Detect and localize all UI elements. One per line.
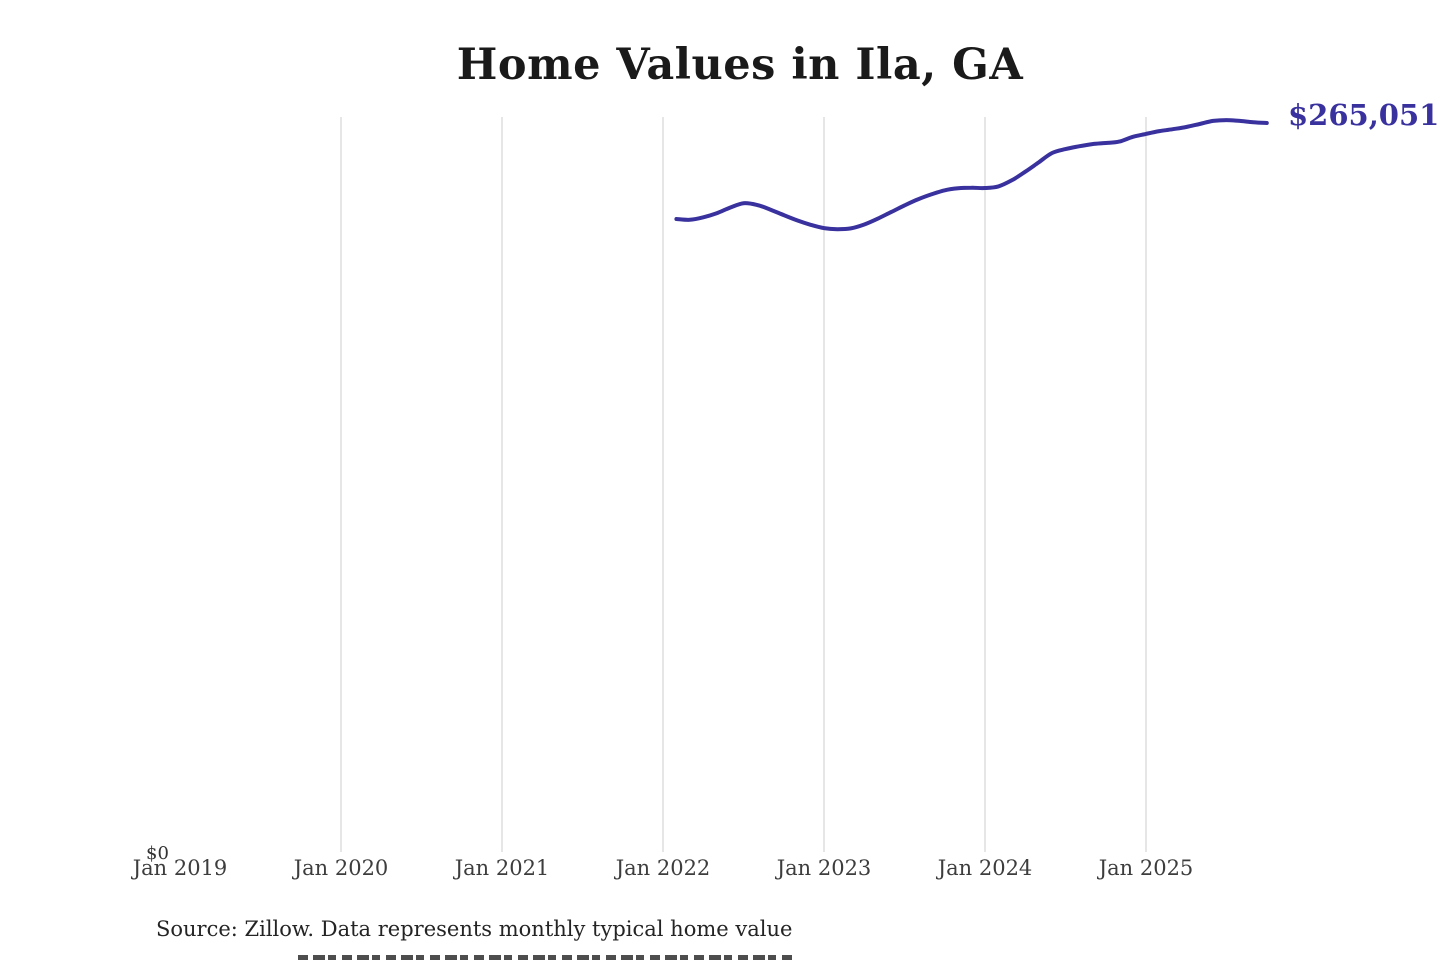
home-value-line [674,118,1269,232]
x-tick-label: Jan 2019 [132,856,228,880]
cropped-text-top-edge [298,955,796,960]
gridlines [340,117,1147,852]
x-tick-label: Jan 2024 [937,856,1033,880]
chart-title: Home Values in Ila, GA [456,40,1024,90]
x-tick-label: Jan 2021 [454,856,550,880]
y-axis-zero-label: $0 [146,843,169,864]
source-note: Source: Zillow. Data represents monthly … [156,917,793,941]
x-tick-label: Jan 2025 [1098,856,1194,880]
latest-value-label: $265,051 [1288,98,1440,132]
x-tick-label: Jan 2022 [615,856,711,880]
x-tick-label: Jan 2023 [776,856,872,880]
x-tick-label: Jan 2020 [293,856,389,880]
